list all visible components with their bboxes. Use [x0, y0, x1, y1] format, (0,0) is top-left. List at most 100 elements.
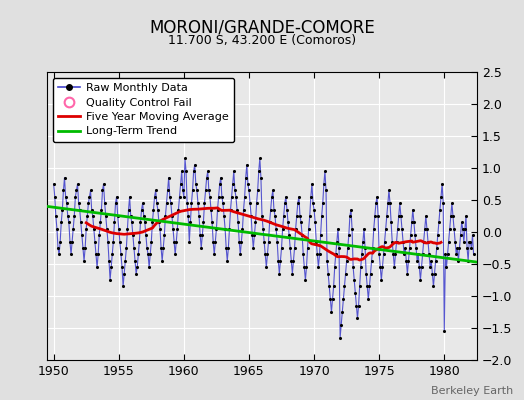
Point [350, 277, 358, 283]
Point [149, 206, 158, 213]
Point [328, 309, 336, 315]
Point [194, 200, 202, 206]
Point [137, 206, 146, 213]
Point [420, 238, 428, 245]
Point [456, 232, 465, 238]
Point [123, 226, 132, 232]
Point [201, 187, 210, 194]
Point [421, 226, 429, 232]
Point [304, 226, 313, 232]
Point [209, 238, 217, 245]
Point [207, 206, 215, 213]
Point [381, 226, 390, 232]
Point [211, 238, 220, 245]
Point [460, 238, 468, 245]
Point [52, 213, 60, 219]
Point [305, 213, 314, 219]
Point [430, 270, 439, 277]
Point [231, 187, 239, 194]
Point [336, 334, 344, 341]
Point [307, 194, 315, 200]
Point [230, 168, 238, 174]
Point [72, 187, 81, 194]
Point [310, 206, 318, 213]
Point [273, 238, 281, 245]
Point [431, 258, 440, 264]
Point [216, 174, 225, 181]
Point [391, 251, 400, 258]
Point [191, 162, 199, 168]
Point [117, 251, 125, 258]
Point [196, 232, 204, 238]
Text: Berkeley Earth: Berkeley Earth [431, 386, 514, 396]
Point [133, 264, 141, 270]
Point [294, 194, 303, 200]
Point [361, 245, 369, 251]
Point [299, 251, 308, 258]
Point [225, 226, 234, 232]
Point [120, 270, 128, 277]
Point [289, 258, 298, 264]
Point [206, 194, 214, 200]
Point [261, 251, 269, 258]
Point [187, 200, 195, 206]
Point [246, 200, 254, 206]
Point [132, 270, 140, 277]
Point [66, 238, 74, 245]
Point [258, 213, 266, 219]
Point [256, 155, 264, 162]
Point [155, 219, 163, 226]
Point [326, 296, 334, 302]
Legend: Raw Monthly Data, Quality Control Fail, Five Year Moving Average, Long-Term Tren: Raw Monthly Data, Quality Control Fail, … [53, 78, 234, 142]
Point [126, 213, 135, 219]
Point [146, 251, 155, 258]
Point [163, 187, 172, 194]
Text: 11.700 S, 43.200 E (Comoros): 11.700 S, 43.200 E (Comoros) [168, 34, 356, 47]
Point [457, 219, 466, 226]
Point [223, 258, 232, 264]
Point [193, 187, 201, 194]
Point [412, 245, 420, 251]
Point [296, 213, 304, 219]
Point [219, 200, 227, 206]
Point [423, 226, 431, 232]
Point [197, 245, 205, 251]
Point [226, 206, 235, 213]
Point [315, 251, 324, 258]
Point [291, 226, 300, 232]
Point [68, 238, 77, 245]
Point [95, 232, 103, 238]
Point [285, 232, 293, 238]
Point [136, 219, 145, 226]
Point [413, 258, 421, 264]
Point [73, 181, 82, 187]
Point [220, 213, 228, 219]
Point [323, 258, 331, 264]
Point [109, 238, 117, 245]
Point [180, 194, 188, 200]
Point [214, 194, 223, 200]
Point [135, 238, 144, 245]
Point [396, 200, 404, 206]
Point [297, 219, 305, 226]
Point [140, 219, 149, 226]
Point [360, 226, 368, 232]
Point [311, 219, 319, 226]
Point [290, 245, 299, 251]
Point [454, 258, 463, 264]
Point [57, 219, 66, 226]
Point [366, 270, 375, 277]
Point [444, 238, 453, 245]
Point [84, 200, 93, 206]
Point [195, 213, 203, 219]
Point [239, 206, 248, 213]
Point [370, 213, 379, 219]
Point [99, 187, 107, 194]
Point [293, 200, 302, 206]
Point [374, 213, 383, 219]
Point [377, 277, 386, 283]
Point [452, 251, 461, 258]
Point [178, 168, 186, 174]
Point [314, 264, 323, 270]
Point [333, 238, 341, 245]
